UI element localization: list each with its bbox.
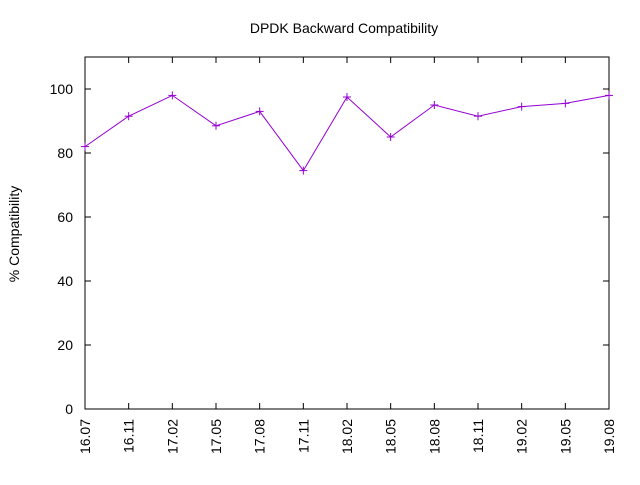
data-point-marker — [386, 133, 395, 141]
data-point-marker — [517, 102, 526, 111]
x-tick-label: 18.11 — [470, 419, 486, 453]
series-layer — [81, 91, 613, 175]
data-point-marker — [605, 91, 613, 100]
data-point-marker — [81, 142, 89, 151]
chart-title: DPDK Backward Compatibility — [250, 20, 438, 36]
x-tick-label: 18.02 — [339, 419, 355, 454]
data-point-marker — [212, 121, 220, 130]
x-tick-label: 17.02 — [164, 419, 180, 454]
series-line — [84, 94, 610, 172]
y-tick-label: 0 — [65, 401, 73, 417]
data-point-marker — [124, 112, 133, 121]
data-point-marker — [474, 112, 482, 121]
x-tick-label: 17.11 — [295, 419, 311, 453]
data-point-marker — [255, 107, 264, 116]
data-point-marker — [430, 101, 439, 109]
x-tick-label: 19.02 — [514, 419, 530, 454]
x-tick-label: 18.05 — [383, 419, 399, 454]
x-tick-label: 18.08 — [426, 419, 442, 454]
data-point-marker — [561, 99, 570, 108]
y-tick-label: 60 — [57, 209, 73, 225]
data-point-marker — [168, 91, 177, 100]
x-tick-label: 16.07 — [77, 419, 93, 454]
plot-frame — [84, 56, 610, 410]
axis-ticks: 0 20 40 60 80 100 16.07 16.11 17.02 17.05 17.08 17.… — [50, 57, 617, 454]
x-tick-label: 19.08 — [601, 419, 617, 454]
y-tick-label: 80 — [57, 145, 73, 161]
x-tick-label: 17.05 — [208, 419, 224, 454]
x-tick-label: 16.11 — [121, 419, 137, 453]
data-point-marker — [343, 93, 351, 101]
y-axis-label: % Compatibility — [6, 186, 22, 282]
x-tick-label: 17.08 — [252, 419, 268, 454]
data-point-marker — [299, 166, 308, 175]
x-tick-label: 19.05 — [557, 419, 573, 454]
y-tick-label: 100 — [50, 81, 74, 97]
y-tick-label: 20 — [57, 337, 73, 353]
y-tick-label: 40 — [57, 273, 73, 289]
